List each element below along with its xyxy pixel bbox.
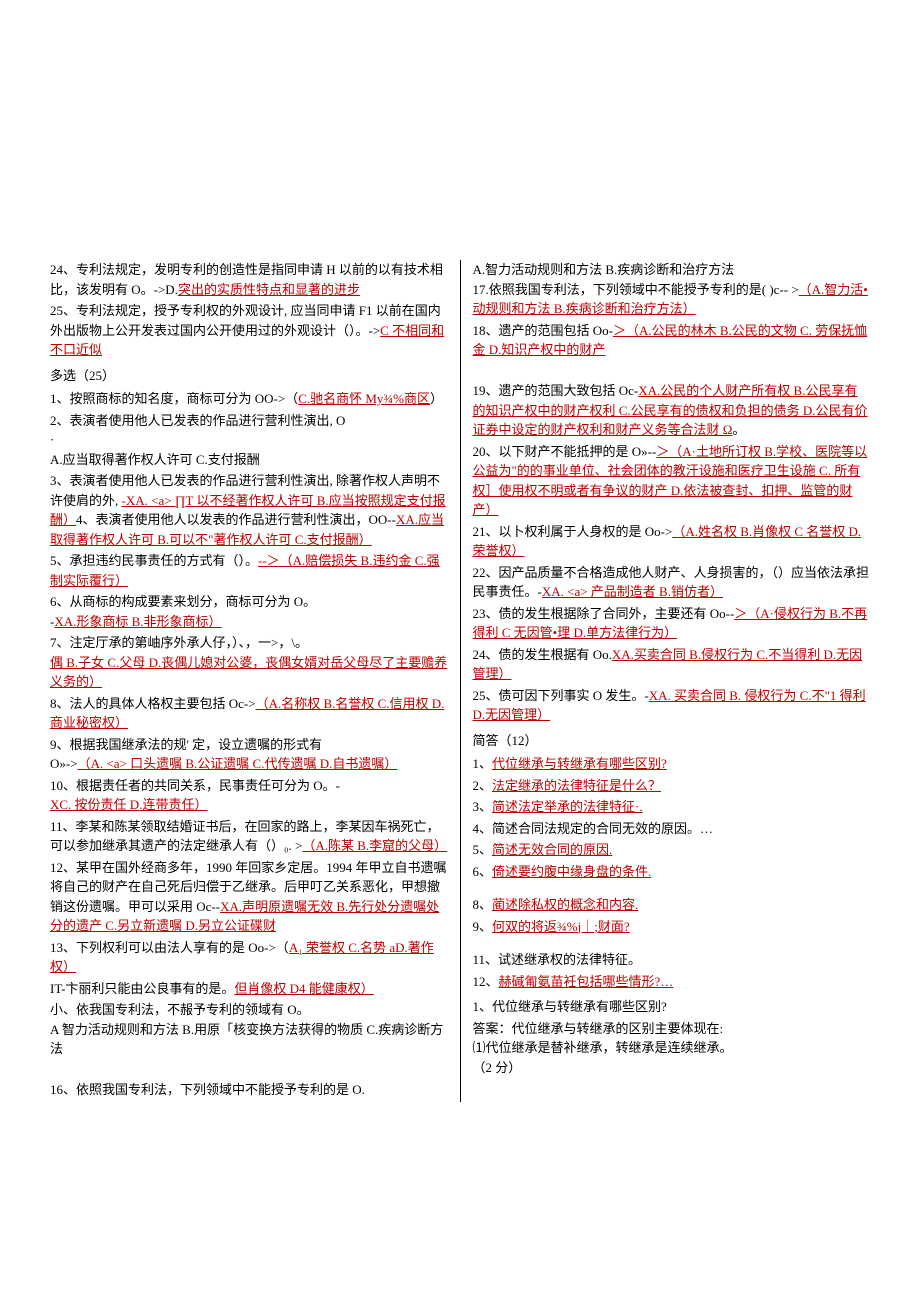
column-divider xyxy=(460,260,461,1102)
sa4: 4、简述合同法规定的合同无效的原因。… xyxy=(473,819,871,839)
left-column: 24、专利法规定，发明专利的创造性是指同申请 H 以前的以有技术相比，该发明有 … xyxy=(50,260,448,1102)
sa5: 5、简述无效合同的原因. xyxy=(473,840,871,860)
answer-body: 答案：代位继承与转继承的区别主要体现在: ⑴代位继承是替补继承，转继承是连续继承… xyxy=(473,1019,871,1078)
rq19: 19、遗产的范围大致包括 Oc-XA.公民的个人财产所有权 B.公民享有的知识产… xyxy=(473,362,871,440)
answer-text: XA. <a> 产品制造者 B.销仿者） xyxy=(542,584,723,599)
mq10: 10、根据责任者的共同关系，民事责任可分为 O。- XC. 按份责任 D.连带责… xyxy=(50,776,448,815)
right-column: A.智力活动规则和方法 B.疾病诊断和治疗方法 17.依照我国专利法，下列领域中… xyxy=(473,260,871,1102)
answer-text: XC. 按份责任 D.连带责任） xyxy=(50,797,207,812)
sa1: 1、代位继承与转继承有哪些区别? xyxy=(473,754,871,774)
answer-text: （A.陈某 B.李窟的父母） xyxy=(302,838,447,853)
section-multi: 多选（25） xyxy=(50,366,448,386)
mq12: 12、某甲在国外经商多年，1990 年回家乡定居。1994 年甲立自书遗嘱将自己… xyxy=(50,858,448,936)
sa6: 6、倚述要约腹中缘身盘的条件. xyxy=(473,862,871,882)
rq17: A.智力活动规则和方法 B.疾病诊断和治疗方法 17.依照我国专利法，下列领域中… xyxy=(473,260,871,319)
mq-xiao: 小、依我国专利法，不赧予专利的领域有 O。 A 智力活动规则和方法 B.用原「核… xyxy=(50,1000,448,1059)
rq22: 22、因产品质量不合格造成他人财产、人身损害的，（）应当依法承担民事责任。-XA… xyxy=(473,563,871,602)
q25: 25、专利法规定，授予专利权的外观设计, 应当同申请 F1 以前在国内外出版物上… xyxy=(50,301,448,360)
sa3: 3、简述法定举承的法律特征·. xyxy=(473,797,871,817)
sa12: 12、赫碱匍氨苗衽包括哪些情形?… xyxy=(473,972,871,992)
rq18: 18、遗产的范围包括 Oo-＞（A.公民的林木 B.公民的文物 C. 劳保抚恤金… xyxy=(473,321,871,360)
mq1: 1、按照商标的知名度，商标可分为 OO->（C.驰名商怀 My¾%商区） xyxy=(50,389,448,409)
mq-it: IT-卞丽利只能由公良事有的是。但肖像权 D4 能健康权） xyxy=(50,979,448,999)
rq25: 25、债可因下列事实 O 发生。-XA. 买卖合同 B. 侵权行为 C.不"1 … xyxy=(473,686,871,725)
qa-text: 代位继承与转继承有哪些区别? xyxy=(492,756,667,771)
qa-text: 何双的将返¾%j｜;财面? xyxy=(492,919,630,934)
section-short: 简答（12） xyxy=(473,731,871,751)
mq6: 6、从商标的构成要素来划分，商标可分为 O。 -XA.形象商标 B.非形象商标） xyxy=(50,592,448,631)
mq3-4: 3、表演者使用他人已发表的作品进行营利性演出, 除著作权人声明不许使肩的外, -… xyxy=(50,471,448,549)
qa-text: 试述继承权的法律特征。 xyxy=(498,952,641,967)
qa-text: 简述无效合同的原因. xyxy=(492,842,612,857)
answer-text: XA.形象商标 B.非形象商标） xyxy=(54,614,221,629)
rq21: 21、以卜权利属于人身权的是 Oo->（A.姓名权 B.肖像权 C 名誉权 D.… xyxy=(473,522,871,561)
answer-text: 但肖像权 D4 能健康权） xyxy=(234,981,373,996)
qa-text: 蔺述除私权的概念和内容. xyxy=(492,897,638,912)
q24: 24、专利法规定，发明专利的创造性是指同申请 H 以前的以有技术相比，该发明有 … xyxy=(50,260,448,299)
mq7: 7、注定厅承的第岫序外承人仔，）、，一>，\。偶 B.子女 C.父母 D.丧偶儿… xyxy=(50,633,448,692)
qa-text: 简述法定举承的法律特征·. xyxy=(492,799,643,814)
answer-text: C.驰名商怀 My¾%商区 xyxy=(298,391,430,406)
mq11: 11、李某和陈某领取结婚证书后，在回家的路上，李某因车祸死亡，可以参加继承其遗产… xyxy=(50,817,448,856)
mq2: 2、表演者使用他人已发表的作品进行营利性演出, O · A.应当取得著作权人许可… xyxy=(50,411,448,470)
mq13: 13、下列权利可以由法人享有的是 Oo->（A₁ 荣誉权 C.名势 aD.著作权… xyxy=(50,938,448,977)
sa8: 8、蔺述除私权的概念和内容. xyxy=(473,895,871,915)
answer-text: 突出的实质性特点和显著的进步 xyxy=(178,282,360,297)
rq23: 23、债的发生根据除了合同外，主要还有 Oo--＞（A·侵权行为 B.不再得利 … xyxy=(473,604,871,643)
mq8: 8、法人的具体人格权主要包括 Oc->（A.名称权 B.名誉权 C.信用权 D.… xyxy=(50,694,448,733)
sa9: 9、何双的将返¾%j｜;财面? xyxy=(473,917,871,937)
rq24: 24、债的发生根据有 Oo.XA.买卖合同 B.侵权行为 C.不当得利 D.无因… xyxy=(473,645,871,684)
rq20: 20、以下财产不能抵押的是 O»--＞（A·土地所订权 B.学校、医院等以公益为… xyxy=(473,442,871,520)
answer-text: 偶 B.子女 C.父母 D.丧偶儿媳对公婆，丧偶女婿对岳父母尽了主要赡养义务的） xyxy=(50,655,447,690)
sa11: 11、试述继承权的法律特征。 xyxy=(473,950,871,970)
qa-text: 赫碱匍氨苗衽包括哪些情形?… xyxy=(499,974,674,989)
mq9: 9、根据我国继承法的规' 定，设立遗嘱的形式有 O»->（A. <a> 口头遗嘱… xyxy=(50,735,448,774)
qa-text: 法定继承的法律特征是什么？ xyxy=(492,778,661,793)
mq16: 16、依照我国专利法，下列领域中不能授予专利的是 O. xyxy=(50,1061,448,1100)
mq5: 5、承担违约民事责任的方式有（）。--＞（A.赔偿损失 B.违约金 C.强制实际… xyxy=(50,551,448,590)
qa-text: 倚述要约腹中缘身盘的条件. xyxy=(492,864,651,879)
answer-q1: 1、代位继承与转继承有哪些区别? xyxy=(473,997,871,1017)
sa2: 2、法定继承的法律特征是什么？ xyxy=(473,776,871,796)
answer-text: （A. <a> 口头遗嘱 B.公证遗嘱 C.代传遗嘱 D.自书遗嘱） xyxy=(78,756,398,771)
qa-text: 简述合同法规定的合同无效的原因。… xyxy=(492,821,713,836)
